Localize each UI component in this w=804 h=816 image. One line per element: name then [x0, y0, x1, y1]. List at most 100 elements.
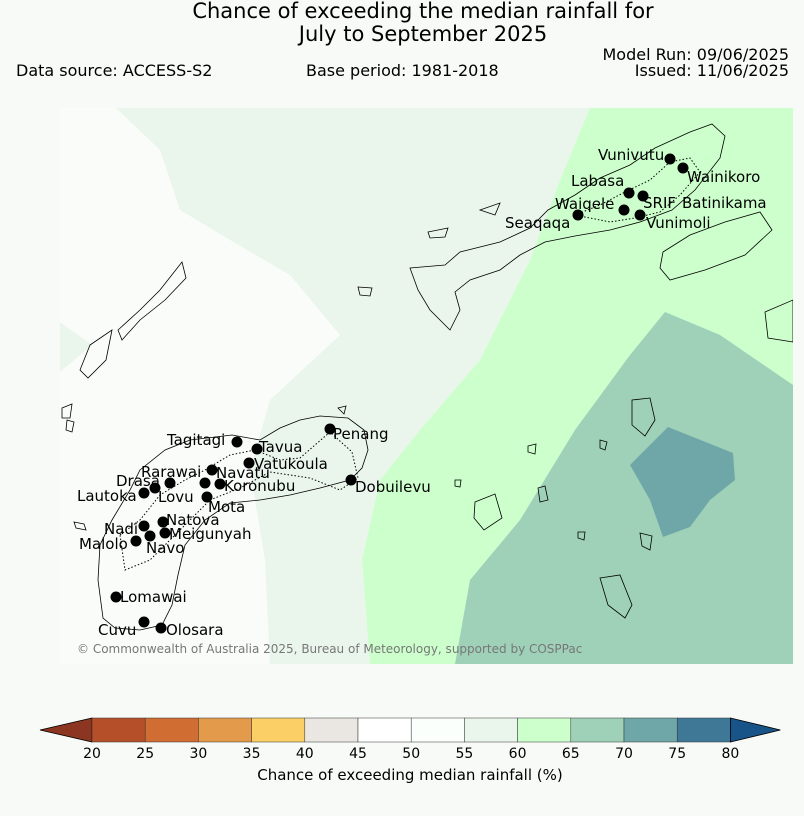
area-70-75: [630, 427, 735, 537]
label-tavua: Tavua: [258, 438, 302, 456]
marker-penang: [324, 423, 336, 435]
colorbar-segment: [410, 717, 465, 743]
label-meigunyah: Meigunyah: [169, 525, 251, 543]
label-lautoka: Lautoka: [77, 487, 137, 505]
issued-date: Issued: 11/06/2025: [634, 61, 789, 80]
colorbar-label: Chance of exceeding median rainfall (%): [257, 766, 562, 784]
yasawa-coast-1: [79, 329, 113, 379]
label-cuvu: Cuvu: [98, 621, 136, 639]
probability-shading: [60, 108, 793, 664]
marker-vatukoula: [243, 457, 255, 469]
marker-mota: [201, 491, 213, 503]
title-line-1: Chance of exceeding the median rainfall …: [192, 0, 654, 23]
colorbar-segment: [198, 717, 252, 743]
colorbar-tick-label: 25: [136, 746, 154, 762]
colorbar-tick-label: 40: [296, 746, 314, 762]
marker-rarawai: [206, 464, 218, 476]
label-navatu: Navatu: [216, 464, 270, 482]
label-vunivutu: Vunivutu: [598, 146, 664, 164]
area-65-70: [455, 312, 793, 664]
marker-koronubu: [214, 478, 226, 490]
colorbar-segment: [304, 717, 359, 743]
island-south-3: [577, 531, 586, 541]
colorbar-segment: [676, 717, 731, 743]
label-navo: Navo: [146, 539, 184, 557]
island-south-2: [537, 485, 549, 503]
island-west-1: [61, 403, 73, 419]
island-small-1: [599, 439, 608, 451]
colorbar-segment: [464, 717, 518, 743]
label-nadi: Nadi: [104, 520, 138, 538]
colorbar-tick-label: 30: [189, 746, 207, 762]
colorbar-tick-label: 70: [615, 746, 633, 762]
marker-cuvu: [138, 616, 150, 628]
colorbar-extend-high: [730, 717, 781, 743]
marker-drasa-a: [164, 477, 176, 489]
model-run: Model Run: 09/06/2025: [602, 45, 790, 64]
colorbar-tick-label: 60: [509, 746, 527, 762]
marker-tavua: [251, 443, 263, 455]
colorbar-segment: [357, 717, 412, 743]
marker-olosara: [155, 622, 167, 634]
vanua-levu-district-boundary: [573, 157, 701, 223]
yasawa-coast-2: [117, 261, 187, 341]
island-north-2: [427, 227, 449, 239]
marker-labasa: [623, 187, 635, 199]
colorbar-segment: [570, 717, 625, 743]
label-labasa: Labasa: [571, 172, 624, 190]
island-koro: [473, 493, 503, 531]
marker-tagitagi: [231, 436, 243, 448]
colorbar-segment: [91, 717, 146, 743]
island-north-1: [357, 286, 373, 297]
colorbar-segment: [144, 717, 199, 743]
marker-natova: [157, 516, 169, 528]
label-wainikoro: Wainikoro: [687, 168, 760, 186]
marker-wainikoro: [677, 162, 689, 174]
lau-coast-east: [764, 299, 793, 343]
town-markers: [110, 153, 689, 634]
label-drasa: Drasa: [116, 472, 160, 490]
marker-srif: [637, 190, 649, 202]
colorbar-tick-label: 35: [243, 746, 261, 762]
island-mamanuca: [73, 521, 87, 531]
marker-dobuilevu: [345, 474, 357, 486]
coastlines: [61, 123, 793, 631]
vanua-levu-coast: [409, 123, 726, 331]
label-lomawai: Lomawai: [120, 588, 187, 606]
island-west-2: [65, 419, 75, 433]
viti-levu-coast: [97, 415, 369, 631]
colorbar-tick-label: 75: [668, 746, 686, 762]
town-labels: Vunivutu Wainikoro Labasa Waiqele SRIF B…: [77, 146, 767, 639]
colorbar-segment: [517, 717, 572, 743]
island-south-1: [599, 574, 633, 619]
district-boundaries: [119, 157, 701, 571]
marker-navatu: [199, 477, 211, 489]
colorbar-tick-label: 80: [721, 746, 739, 762]
colorbar-tick-label: 55: [455, 746, 473, 762]
island-ovalau: [527, 443, 537, 455]
marker-navo: [144, 530, 156, 542]
marker-waiqele: [618, 204, 630, 216]
colorbar-segment: [251, 717, 306, 743]
island-small-2: [454, 479, 462, 488]
marker-vunivutu: [664, 153, 676, 165]
area-55-60-west: [60, 322, 92, 372]
base-period: Base period: 1981-2018: [306, 61, 499, 80]
label-dobuilevu: Dobuilevu: [355, 478, 431, 496]
marker-lautoka: [138, 487, 150, 499]
island-small-3: [337, 405, 347, 415]
area-55-60-main: [116, 108, 590, 664]
colorbar: 20 25 30 35 40 45 50 55 60 65 70 75 80: [39, 717, 781, 762]
marker-lomawai: [110, 591, 122, 603]
colorbar-extend-low: [39, 717, 93, 743]
marker-meigunyah: [159, 527, 171, 539]
label-malolo: Malolo: [79, 535, 128, 553]
colorbar-tick-label: 45: [349, 746, 367, 762]
island-north-3: [478, 202, 501, 216]
map-title: Chance of exceeding the median rainfall …: [0, 0, 804, 46]
label-tagitagi: Tagitagi: [166, 431, 225, 449]
title-line-2: July to September 2025: [298, 22, 548, 46]
label-penang: Penang: [333, 425, 388, 443]
label-natova: Natova: [166, 511, 220, 529]
